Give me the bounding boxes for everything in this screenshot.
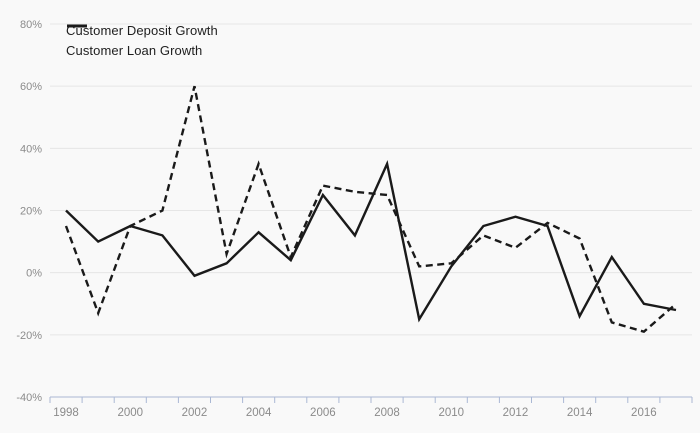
y-axis-label: 0% <box>26 268 42 280</box>
y-axis-label: 20% <box>20 206 42 218</box>
x-axis-label: 2004 <box>246 407 272 419</box>
y-axis-label: 60% <box>20 81 42 93</box>
y-axis-label: -40% <box>16 392 42 404</box>
x-axis-label: 2008 <box>374 407 400 419</box>
x-axis-label: 2016 <box>631 407 657 419</box>
legend-item-customer-deposit-growth[interactable]: Customer Deposit Growth <box>66 23 218 38</box>
x-axis-label: 2006 <box>310 407 336 419</box>
x-axis-label: 2000 <box>117 407 143 419</box>
x-axis-label: 2012 <box>503 407 529 419</box>
x-axis-label: 2014 <box>567 407 593 419</box>
legend-item-customer-loan-growth[interactable]: Customer Loan Growth <box>66 24 218 58</box>
series-line-loan-growth[interactable] <box>64 85 677 334</box>
x-axis-label: 2010 <box>438 407 464 419</box>
legend-label-deposit: Customer Deposit Growth <box>66 23 218 38</box>
x-axis-label: 2002 <box>182 407 208 419</box>
y-axis-label: 40% <box>20 143 42 155</box>
y-axis-label: 80% <box>20 19 42 31</box>
dashed-line-swatch <box>67 24 87 28</box>
x-axis-label: 1998 <box>53 407 79 419</box>
series-line-deposit-growth[interactable] <box>65 160 677 323</box>
y-axis-label: -20% <box>16 330 42 342</box>
legend-label-loan: Customer Loan Growth <box>66 43 203 58</box>
legend: Customer Deposit Growth Customer Loan Gr… <box>66 23 218 58</box>
